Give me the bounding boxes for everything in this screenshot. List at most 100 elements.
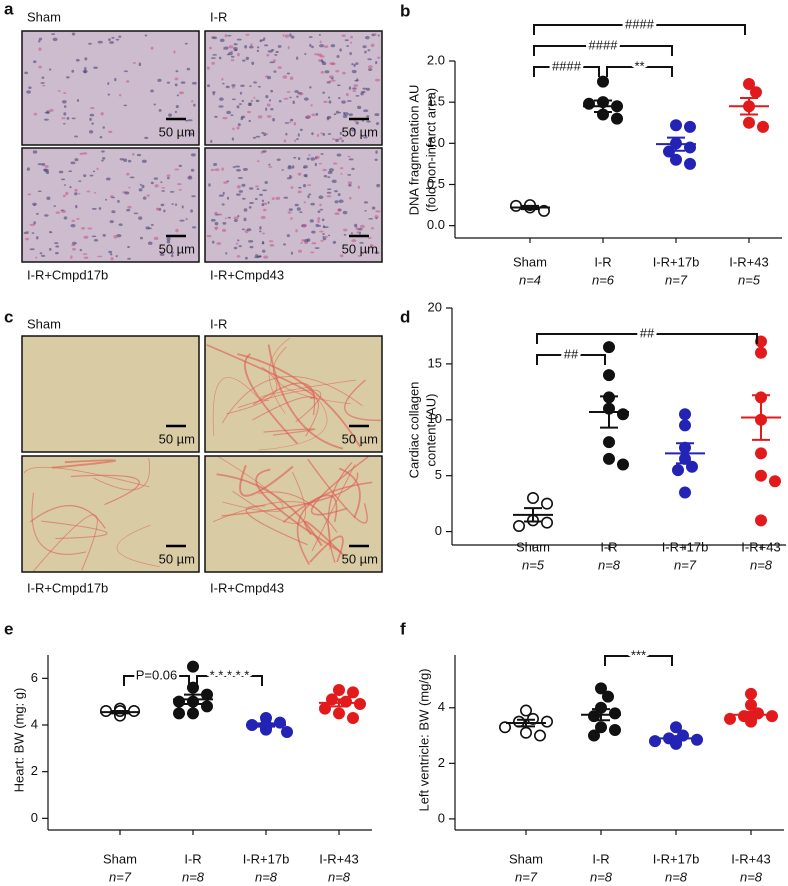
data-point: [519, 704, 532, 717]
n-label: n=8: [328, 869, 351, 884]
significance-label: ***: [631, 647, 646, 662]
data-point: [742, 78, 755, 91]
panel-letter: a: [4, 0, 14, 18]
texture: [334, 200, 339, 204]
texture: [221, 203, 225, 206]
data-point: [768, 475, 781, 488]
texture: [286, 72, 291, 75]
texture: [127, 245, 130, 249]
texture: [123, 104, 128, 107]
texture: [240, 116, 244, 121]
texture: [277, 44, 282, 48]
texture: [237, 177, 243, 179]
texture: [331, 138, 336, 140]
texture: [96, 167, 99, 171]
texture: [306, 238, 311, 242]
data-point: [602, 436, 615, 449]
texture: [303, 520, 345, 557]
texture: [258, 379, 356, 402]
n-label: n=8: [182, 869, 205, 884]
texture: [333, 190, 338, 193]
texture: [28, 86, 32, 90]
texture: [158, 109, 162, 112]
texture: [242, 59, 246, 62]
texture: [241, 228, 245, 231]
texture: [218, 213, 223, 216]
texture: [321, 218, 325, 222]
texture: [283, 97, 289, 100]
texture: [282, 75, 288, 79]
data-point: [744, 687, 757, 700]
texture: [70, 474, 140, 506]
y-axis-label: (fold non-infarct area): [423, 88, 438, 212]
texture: [238, 103, 242, 105]
texture: [357, 254, 362, 257]
texture: [171, 203, 175, 205]
texture: [319, 44, 325, 48]
texture: [40, 254, 46, 257]
texture: [247, 102, 252, 107]
micrograph-border: [204, 147, 383, 263]
texture: [366, 115, 370, 118]
texture: [123, 158, 128, 162]
texture: [239, 91, 243, 95]
texture: [123, 70, 128, 73]
texture: [173, 50, 176, 54]
texture: [268, 163, 271, 166]
texture: [363, 136, 368, 139]
texture: [216, 242, 222, 245]
texture: [296, 207, 301, 211]
texture: [139, 183, 142, 186]
texture: [210, 168, 215, 172]
texture: [49, 108, 54, 112]
texture: [339, 48, 342, 52]
texture: [322, 168, 327, 172]
texture: [268, 337, 291, 414]
texture: [347, 181, 353, 185]
texture: [210, 57, 216, 59]
texture: [175, 105, 179, 109]
texture: [258, 255, 262, 258]
data-point: [526, 492, 539, 505]
texture: [377, 34, 380, 37]
texture: [41, 163, 46, 166]
texture: [222, 82, 225, 85]
texture: [110, 257, 114, 261]
texture: [233, 219, 238, 222]
texture: [208, 183, 211, 187]
texture: [344, 379, 381, 422]
texture: [174, 110, 177, 114]
texture: [224, 217, 227, 220]
image-label: I-R+Cmpd17b: [27, 580, 108, 595]
significance-label: **: [634, 58, 644, 73]
texture: [69, 186, 72, 189]
texture: [338, 97, 341, 100]
texture: [248, 187, 254, 190]
texture: [274, 54, 278, 56]
texture: [337, 208, 342, 212]
texture: [330, 44, 336, 48]
texture: [79, 248, 83, 252]
texture: [309, 86, 312, 89]
data-point: [201, 700, 214, 713]
texture: [319, 55, 325, 58]
texture: [248, 240, 254, 243]
texture: [178, 164, 183, 167]
texture: [317, 210, 321, 213]
texture: [259, 226, 262, 230]
texture: [290, 186, 294, 189]
texture: [90, 107, 95, 110]
texture: [71, 241, 77, 245]
data-point: [723, 712, 736, 725]
texture: [255, 185, 259, 188]
texture: [230, 114, 234, 117]
texture: [174, 83, 178, 87]
error-bar: [752, 394, 770, 441]
texture: [190, 100, 194, 103]
texture: [354, 79, 358, 82]
texture: [270, 108, 274, 111]
texture: [70, 161, 76, 165]
texture: [128, 186, 131, 189]
texture: [88, 42, 92, 45]
texture: [357, 227, 363, 231]
